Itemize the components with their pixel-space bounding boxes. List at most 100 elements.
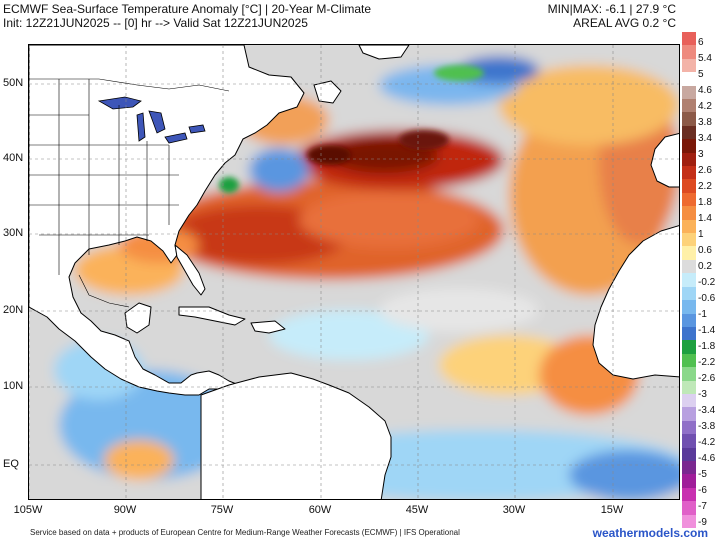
iberia-landmass [650, 132, 679, 188]
yucatan-peninsula [124, 302, 152, 334]
colorbar-label: 6 [698, 37, 704, 48]
lon-label-75w: 75W [210, 504, 234, 516]
colorbar-label: -3.8 [698, 421, 716, 432]
colorbar-swatch [682, 447, 696, 462]
hispaniola-island [250, 320, 286, 334]
north-america-landmass [29, 45, 305, 396]
lat-label-50n: 50N [3, 77, 24, 89]
africa-landmass [592, 225, 679, 380]
political-boundaries [29, 78, 230, 308]
lon-label-105w: 105W [13, 504, 43, 516]
colorbar-swatch [682, 166, 696, 180]
colorbar-swatch [682, 367, 696, 382]
colorbar-swatch [682, 58, 696, 73]
colorbar-swatch [682, 32, 696, 46]
lon-label-15w: 15W [600, 504, 624, 516]
colorbar-label: 0.2 [698, 261, 712, 272]
lon-label-60w: 60W [308, 504, 332, 516]
colorbar-label: -5 [698, 469, 707, 480]
sst-anomaly-map [28, 44, 680, 500]
anomaly-shading [29, 45, 679, 499]
colorbar-swatch [682, 300, 696, 314]
graticule [29, 45, 679, 499]
colorbar-label: 5.4 [698, 53, 712, 64]
colorbar-swatch [682, 353, 696, 368]
anomaly-colorbar [682, 32, 696, 529]
colorbar-label: -4.6 [698, 453, 716, 464]
colorbar-swatch [682, 85, 696, 100]
colorbar-swatch [682, 206, 696, 221]
colorbar-swatch [682, 112, 696, 127]
lat-label-10n: 10N [3, 380, 24, 392]
colorbar-label: 3.4 [698, 133, 712, 144]
colorbar-swatch [682, 99, 696, 113]
south-america-landmass [200, 372, 392, 499]
colorbar-label: 2.2 [698, 181, 712, 192]
colorbar-label: -1 [698, 309, 707, 320]
colorbar-swatch [682, 273, 696, 288]
map-canvas [29, 45, 679, 499]
colorbar-label: 1.4 [698, 213, 712, 224]
areal-average-readout: AREAL AVG 0.2 °C [573, 16, 676, 30]
lat-label-20n: 20N [3, 304, 24, 316]
colorbar-label: 3.8 [698, 117, 712, 128]
colorbar-label: 4.2 [698, 101, 712, 112]
colorbar-swatch [682, 192, 696, 207]
newfoundland-island [313, 80, 342, 104]
colorbar-label: -2.2 [698, 357, 716, 368]
colorbar-swatch [682, 179, 696, 194]
colorbar-swatch [682, 380, 696, 395]
colorbar-swatch [682, 259, 696, 274]
lat-label-30n: 30N [3, 227, 24, 239]
colorbar-swatch [682, 139, 696, 154]
colorbar-label: -9 [698, 517, 707, 528]
anomaly-detail [219, 65, 484, 193]
lat-label-eq: EQ [3, 458, 19, 470]
lon-label-30w: 30W [502, 504, 526, 516]
lon-label-45w: 45W [405, 504, 429, 516]
colorbar-label: -7 [698, 501, 707, 512]
colorbar-swatch [682, 474, 696, 489]
great-lakes [97, 96, 206, 144]
colorbar-swatch [682, 219, 696, 234]
data-credit: Service based on data + products of Euro… [30, 528, 460, 537]
colorbar-swatch [682, 286, 696, 301]
colorbar-label: 4.6 [698, 85, 712, 96]
colorbar-label: -3 [698, 389, 707, 400]
colorbar-swatch [682, 152, 696, 167]
colorbar-label: -0.6 [698, 293, 716, 304]
colorbar-swatch [682, 501, 696, 516]
greenland-edge [358, 45, 410, 60]
lon-label-90w: 90W [113, 504, 137, 516]
colorbar-label: 2.6 [698, 165, 712, 176]
colorbar-label: -2.6 [698, 373, 716, 384]
colorbar-swatch [682, 326, 696, 341]
colorbar-swatch [682, 460, 696, 475]
colorbar-label: -3.4 [698, 405, 716, 416]
colorbar-label: -4.2 [698, 437, 716, 448]
colorbar-label: 0.6 [698, 245, 712, 256]
colorbar-label: -6 [698, 485, 707, 496]
colorbar-swatch [682, 246, 696, 261]
colorbar-swatch [682, 420, 696, 435]
colorbar-swatch [682, 125, 696, 140]
init-valid-time: Init: 12Z21JUN2025 -- [0] hr --> Valid S… [3, 16, 308, 30]
colorbar-label: -0.2 [698, 277, 716, 288]
lat-label-40n: 40N [3, 152, 24, 164]
florida-peninsula [174, 244, 206, 296]
colorbar-label: 5 [698, 69, 704, 80]
land-areas [29, 45, 679, 499]
min-max-readout: MIN|MAX: -6.1 | 27.9 °C [547, 2, 676, 16]
colorbar-label: 1 [698, 229, 704, 240]
colorbar-swatch [682, 72, 696, 87]
colorbar-swatch [682, 514, 696, 529]
colorbar-swatch [682, 407, 696, 422]
colorbar-swatch [682, 393, 696, 408]
colorbar-swatch [682, 487, 696, 502]
colorbar-swatch [682, 233, 696, 247]
colorbar-label: 3 [698, 149, 704, 160]
colorbar-swatch [682, 45, 696, 60]
site-link[interactable]: weathermodels.com [592, 526, 708, 540]
colorbar-swatch [682, 340, 696, 355]
map-title: ECMWF Sea-Surface Temperature Anomaly [°… [3, 2, 372, 16]
